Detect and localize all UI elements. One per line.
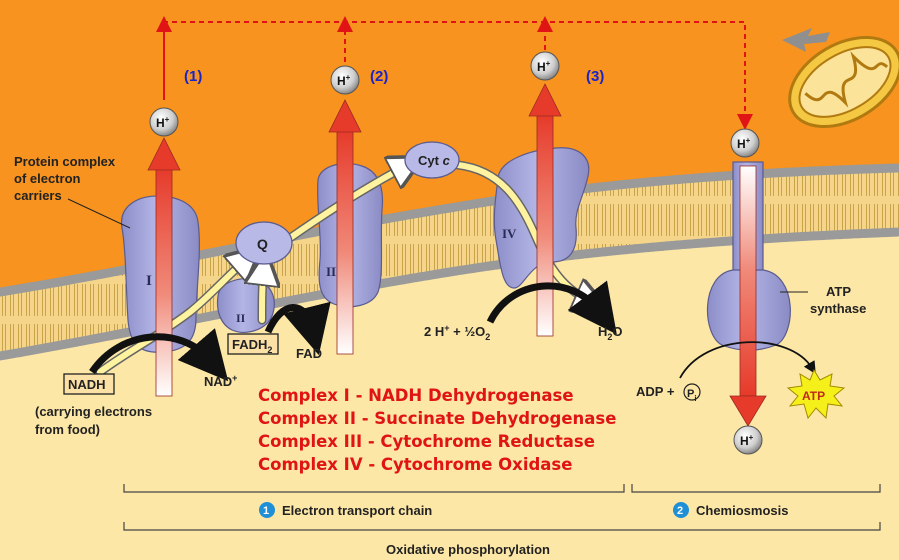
complex-IV-label: IV [502, 226, 517, 241]
protein-complex-label: Protein complex of electron carriers [14, 154, 130, 228]
oxphos-label: Oxidative phosphorylation [386, 542, 550, 557]
gray-pointer-arrow [782, 28, 830, 52]
svg-text:of electron: of electron [14, 171, 81, 186]
step-3-label: (3) [586, 68, 604, 85]
Q-label: Q [257, 236, 268, 252]
step-1-label: (1) [184, 68, 202, 85]
proton-ball-1: H+ [150, 108, 178, 136]
atp-label: ATP [802, 389, 825, 403]
carrying-label-2: from food) [35, 422, 100, 437]
chemiosmosis-label: Chemiosmosis [696, 503, 788, 518]
cyt-c-label: Cyt c [418, 153, 451, 168]
nadh-label: NADH [68, 377, 106, 392]
complex-II-label: II [236, 311, 246, 325]
svg-text:carriers: carriers [14, 188, 62, 203]
proton-flow-dashed [164, 22, 745, 122]
svg-text:Protein complex: Protein complex [14, 154, 116, 169]
step-2-label: (2) [370, 68, 388, 85]
atp-synthase-label-1: ATP [826, 284, 851, 299]
chemiosmosis-number: 2 [677, 505, 683, 517]
proton-ball-5: H+ [734, 426, 762, 454]
legend-complex-III: Complex III - Cytochrome Reductase [258, 432, 595, 451]
carrying-label-1: (carrying electrons [35, 404, 152, 419]
proton-ball-3: H+ [531, 52, 559, 80]
legend-complex-IV: Complex IV - Cytochrome Oxidase [258, 455, 572, 474]
legend-complex-II: Complex II - Succinate Dehydrogenase [258, 409, 616, 428]
complex-I-label: I [146, 273, 152, 289]
etc-number: 1 [263, 505, 269, 517]
atp-synthase-label-2: synthase [810, 301, 866, 316]
fad-label: FAD [296, 346, 322, 361]
etc-label: Electron transport chain [282, 503, 432, 518]
legend-complex-I: Complex I - NADH Dehydrogenase [258, 386, 574, 405]
proton-ball-2: H+ [331, 66, 359, 94]
adp-label: ADP + [636, 384, 675, 399]
proton-ball-4: H+ [731, 129, 759, 157]
